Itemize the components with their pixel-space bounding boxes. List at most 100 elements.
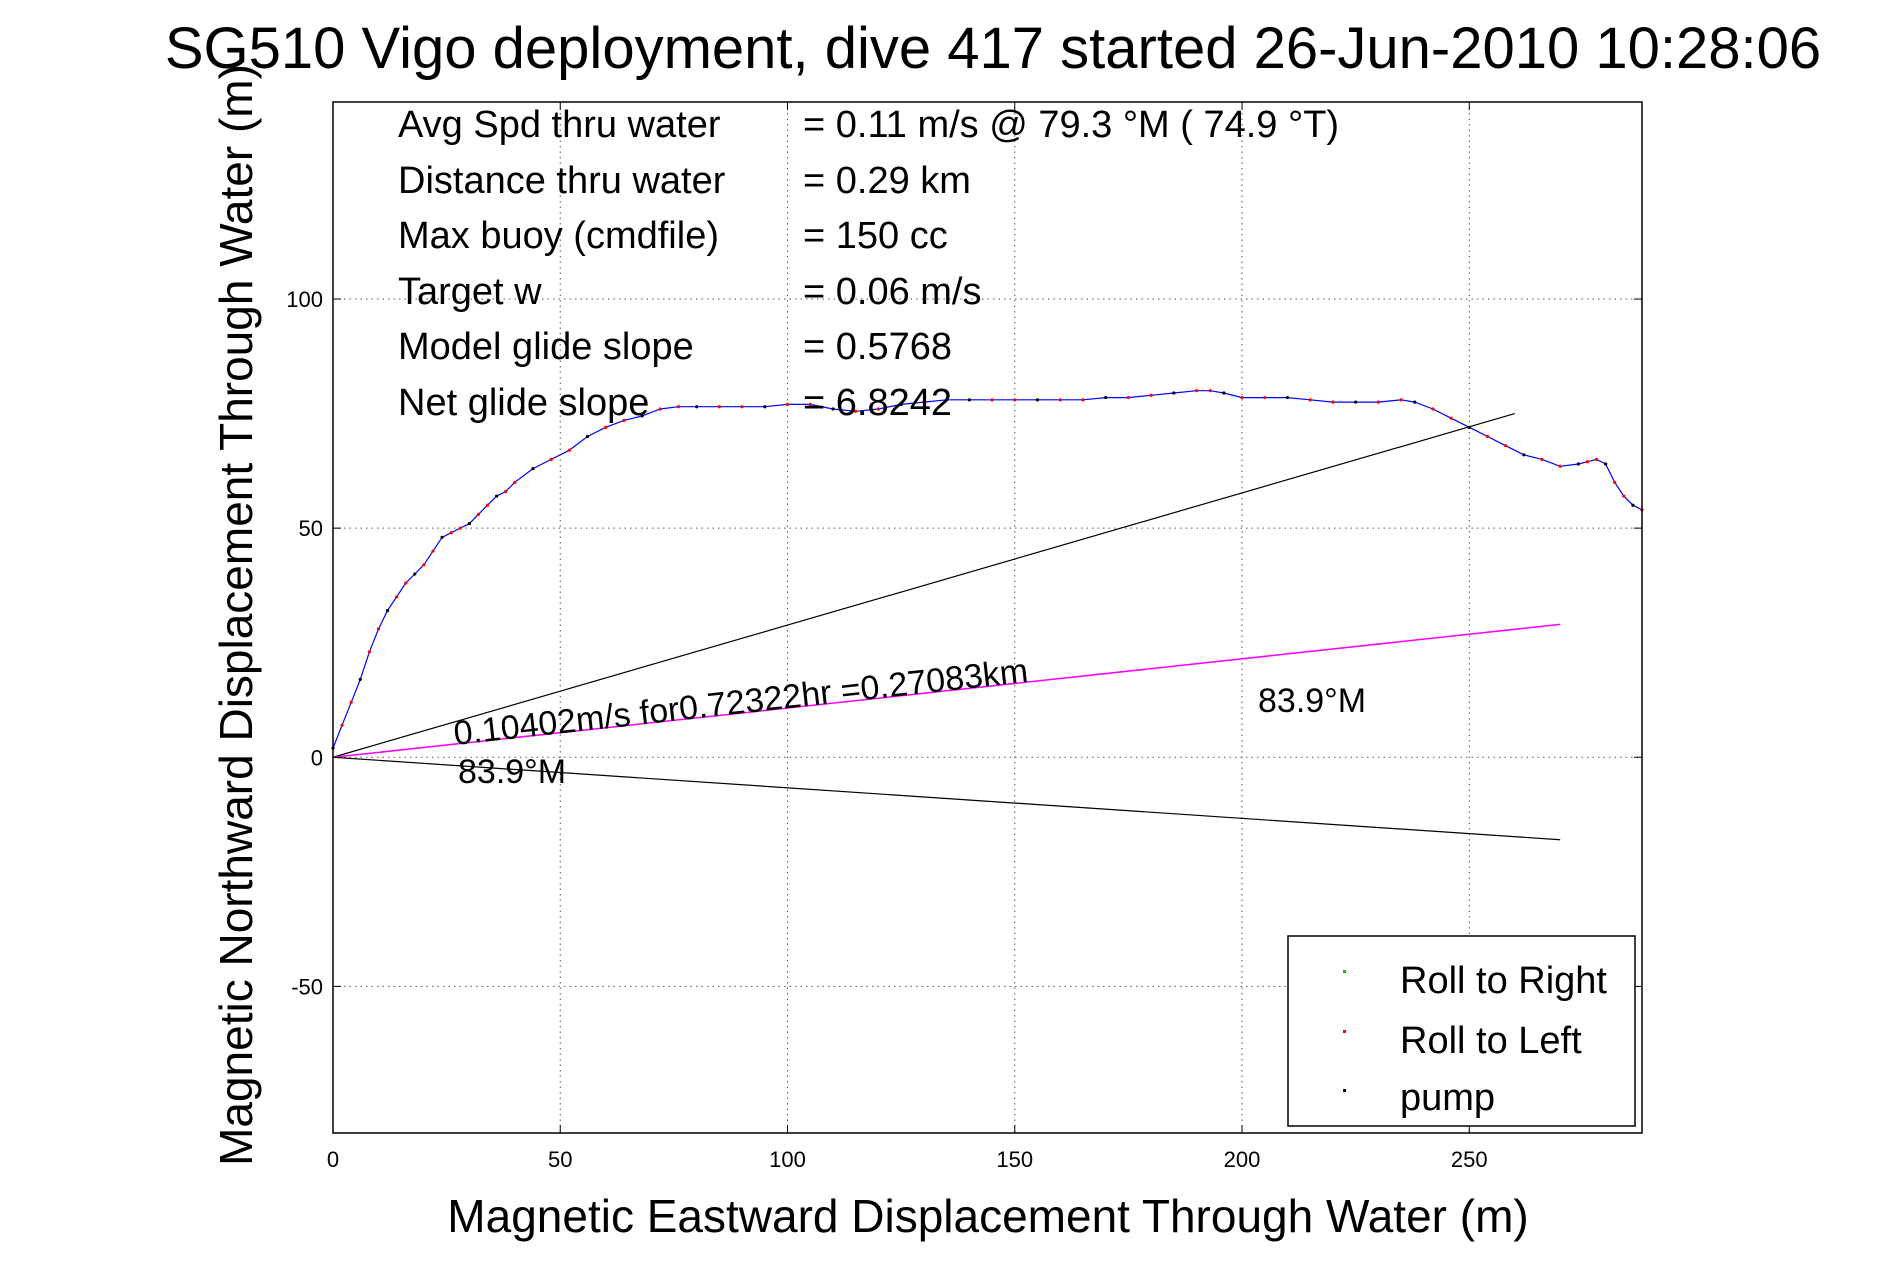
track-point [431,549,435,553]
y-axis-label: Magnetic Northward Displacement Through … [210,64,262,1166]
info-value-4: = 0.5768 [803,326,952,368]
track-point [640,414,644,418]
track-point [1240,395,1244,400]
track-point [622,418,626,423]
glider-track [332,390,1643,749]
info-label-3: Target w [398,271,542,313]
x-tick-label: 150 [996,1147,1033,1172]
track-point [1399,398,1403,402]
x-tick-label: 0 [327,1147,339,1172]
track-point [367,650,371,654]
track-point [385,609,390,613]
info-value-0: = 0.11 m/s @ 79.3 °M ( 74.9 °T) [803,104,1339,146]
x-axis-label: Magnetic Eastward Displacement Through W… [447,1190,1528,1242]
track-point [1376,400,1380,404]
info-label-1: Distance thru water [398,160,726,202]
track-point [376,627,381,631]
info-panel: Avg Spd thru water = 0.11 m/s @ 79.3 °M … [398,104,1339,424]
track-point [449,531,453,535]
track-point [922,400,926,404]
track-point [1413,400,1417,404]
track-point [717,405,721,409]
track-point [967,398,971,402]
y-tick-label: 0 [311,745,323,770]
track-point [467,521,471,526]
track-point [1576,462,1580,466]
x-tick-label: 100 [769,1147,806,1172]
track-point [1208,389,1212,393]
track-point [831,407,835,411]
info-value-5: = 6.8242 [803,382,952,424]
x-tick-label: 250 [1451,1147,1488,1172]
heading-annotation-high: 83.9°M [1258,682,1366,720]
y-tick-label: 100 [286,287,323,312]
track-point [395,595,399,599]
track-point [1504,444,1508,448]
track-point [1013,398,1017,402]
x-tick-label: 200 [1224,1147,1261,1172]
track-point [763,405,767,409]
track-point [1081,398,1085,402]
legend-marker-roll-left [1343,1030,1346,1033]
heading-annotation-low: 83.9°M [458,753,566,791]
track-point [1354,400,1358,404]
track-point [854,409,858,413]
track-point [440,535,444,539]
track-point [549,457,553,462]
track-point [422,563,426,567]
chart-title: SG510 Vigo deployment, dive 417 started … [165,16,1821,81]
ref-line-upper [332,413,1515,758]
track-point [1285,395,1290,400]
track-point [1522,453,1526,457]
track-point [1449,416,1453,420]
y-tick-label: -50 [291,974,323,999]
track-point [1172,391,1176,395]
track-point [1104,395,1108,400]
track-point [1431,407,1435,411]
info-label-2: Max buoy (cmdfile) [398,215,719,257]
track-point [1604,462,1608,466]
track-point [495,494,499,498]
legend-marker-pump [1343,1089,1346,1092]
track-point [1308,398,1312,402]
info-value-1: = 0.29 km [803,160,971,202]
track-point [567,448,571,452]
legend-label-pump: pump [1400,1077,1495,1119]
track-point [1331,400,1335,404]
legend-label-roll-left: Roll to Left [1400,1020,1582,1062]
track-point [349,700,353,704]
track-point [340,723,344,727]
track-point [1485,434,1490,439]
info-value-3: = 0.06 m/s [803,271,981,313]
track-point [1467,425,1471,429]
track-point [1631,503,1635,507]
plot-frame [332,101,1643,1134]
track-point [1222,391,1226,395]
track-point [531,466,535,471]
track-point [413,572,417,576]
track-point [1263,395,1267,400]
track-point [1194,389,1199,393]
track-point [404,581,408,585]
track-point [476,512,481,517]
track-point [504,489,508,494]
track-point [1585,460,1590,464]
info-value-2: = 150 cc [803,215,948,257]
track-point [676,405,681,409]
track-point [1622,494,1626,498]
track-point [785,402,790,407]
legend-marker-roll-right [1343,970,1346,973]
info-label-4: Model glide slope [398,326,694,368]
track-point [695,405,699,409]
net-displacement-line [332,623,1561,759]
track-point [740,405,744,409]
y-tick-label: 50 [299,516,323,541]
track-point [990,398,994,402]
track-point [944,398,949,402]
legend-label-roll-right: Roll to Right [1400,960,1607,1002]
track-point [876,407,881,411]
track-point [1126,395,1130,400]
track-point [1149,393,1153,397]
track-point [513,480,517,484]
